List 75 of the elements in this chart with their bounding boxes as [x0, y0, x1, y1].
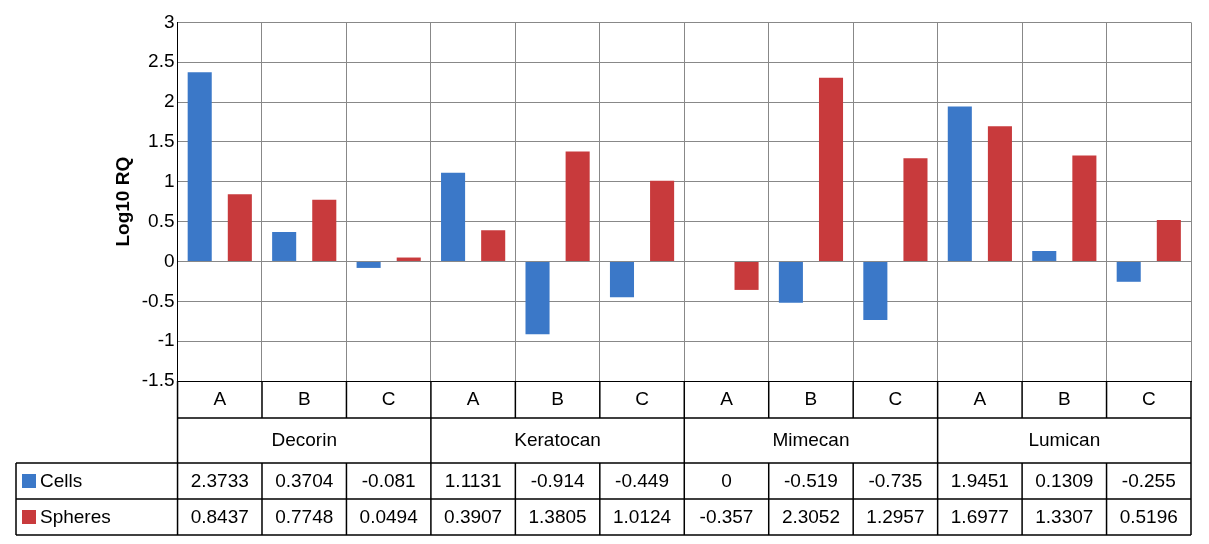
y-tick-label: 1.5	[148, 130, 175, 152]
data-label: 1.3307	[1035, 506, 1094, 528]
y-axis-title: Log10 RQ	[111, 156, 133, 247]
x-tick-label: C	[1141, 387, 1156, 409]
bar	[1156, 220, 1181, 261]
bar	[609, 261, 635, 298]
data-label: 0.8437	[190, 506, 249, 528]
data-label: 1.0124	[612, 506, 672, 528]
x-tick-label: C	[888, 387, 903, 409]
y-tick-label: 1	[163, 170, 175, 192]
y-tick-label: -1.5	[141, 369, 175, 391]
x-tick-label: A	[466, 387, 480, 409]
x-tick-label: B	[1057, 387, 1071, 409]
y-tick-label: 0	[163, 249, 175, 271]
data-label: -0.914	[530, 470, 585, 492]
x-tick-label: A	[213, 387, 227, 409]
bar	[525, 261, 550, 335]
bar	[441, 172, 466, 261]
bar	[227, 194, 252, 261]
data-label: -0.519	[784, 470, 838, 492]
y-tick-label: -0.5	[141, 289, 175, 311]
x-tick-label: B	[551, 387, 564, 409]
y-tick-label: 3	[163, 10, 175, 32]
bar	[187, 72, 212, 261]
bar	[1072, 155, 1097, 261]
x-tick-label: C	[381, 387, 396, 409]
bar	[903, 158, 928, 261]
data-label: 0.0494	[359, 506, 419, 528]
data-label: 0	[721, 470, 732, 492]
text: Mimecan	[772, 428, 850, 450]
y-tick-label: 0.5	[148, 209, 175, 231]
data-label: 2.3733	[190, 470, 249, 492]
bar	[481, 230, 506, 261]
data-label: 1.2957	[866, 506, 925, 528]
bar	[1116, 261, 1141, 282]
text: Lumican	[1028, 428, 1101, 450]
y-tick-label: 2.5	[148, 50, 175, 72]
data-label: 1.1131	[444, 470, 502, 492]
data-label: 0.7748	[275, 506, 334, 528]
legend-label: Cells	[40, 470, 83, 492]
bar	[778, 261, 803, 303]
data-label: -0.081	[361, 470, 416, 492]
x-tick-label: A	[720, 387, 734, 409]
x-tick-label: B	[297, 387, 311, 409]
data-label: 0.5196	[1119, 506, 1178, 528]
bar	[312, 199, 337, 261]
y-tick-label: 2	[163, 90, 175, 112]
data-label: 0.1309	[1035, 470, 1094, 492]
data-label: -0.357	[699, 506, 754, 528]
x-tick-label: C	[635, 387, 649, 409]
x-tick-label: A	[973, 387, 987, 409]
data-label: 1.9451	[950, 470, 1009, 492]
data-label: -0.449	[615, 470, 669, 492]
data-label: -0.255	[1121, 470, 1176, 492]
data-label: 0.3907	[444, 506, 503, 528]
legend-label: Spheres	[40, 506, 111, 528]
bar	[818, 77, 844, 261]
data-label: 2.3052	[781, 506, 841, 528]
text: Keratocan	[514, 428, 601, 450]
y-tick-label: -1	[157, 329, 175, 351]
bar	[987, 126, 1012, 261]
data-label: 1.6977	[950, 506, 1009, 528]
data-label: -0.735	[868, 470, 923, 492]
data-label: 1.3805	[528, 506, 587, 528]
bar	[272, 231, 297, 261]
bar	[565, 151, 590, 261]
bar	[863, 261, 888, 321]
bar	[734, 261, 759, 290]
bar	[947, 106, 972, 261]
bar	[650, 180, 675, 261]
bar	[1032, 251, 1057, 261]
text: Decorin	[271, 428, 337, 450]
bar	[356, 261, 381, 268]
data-label: 0.3704	[275, 470, 334, 492]
x-tick-label: B	[804, 387, 818, 409]
